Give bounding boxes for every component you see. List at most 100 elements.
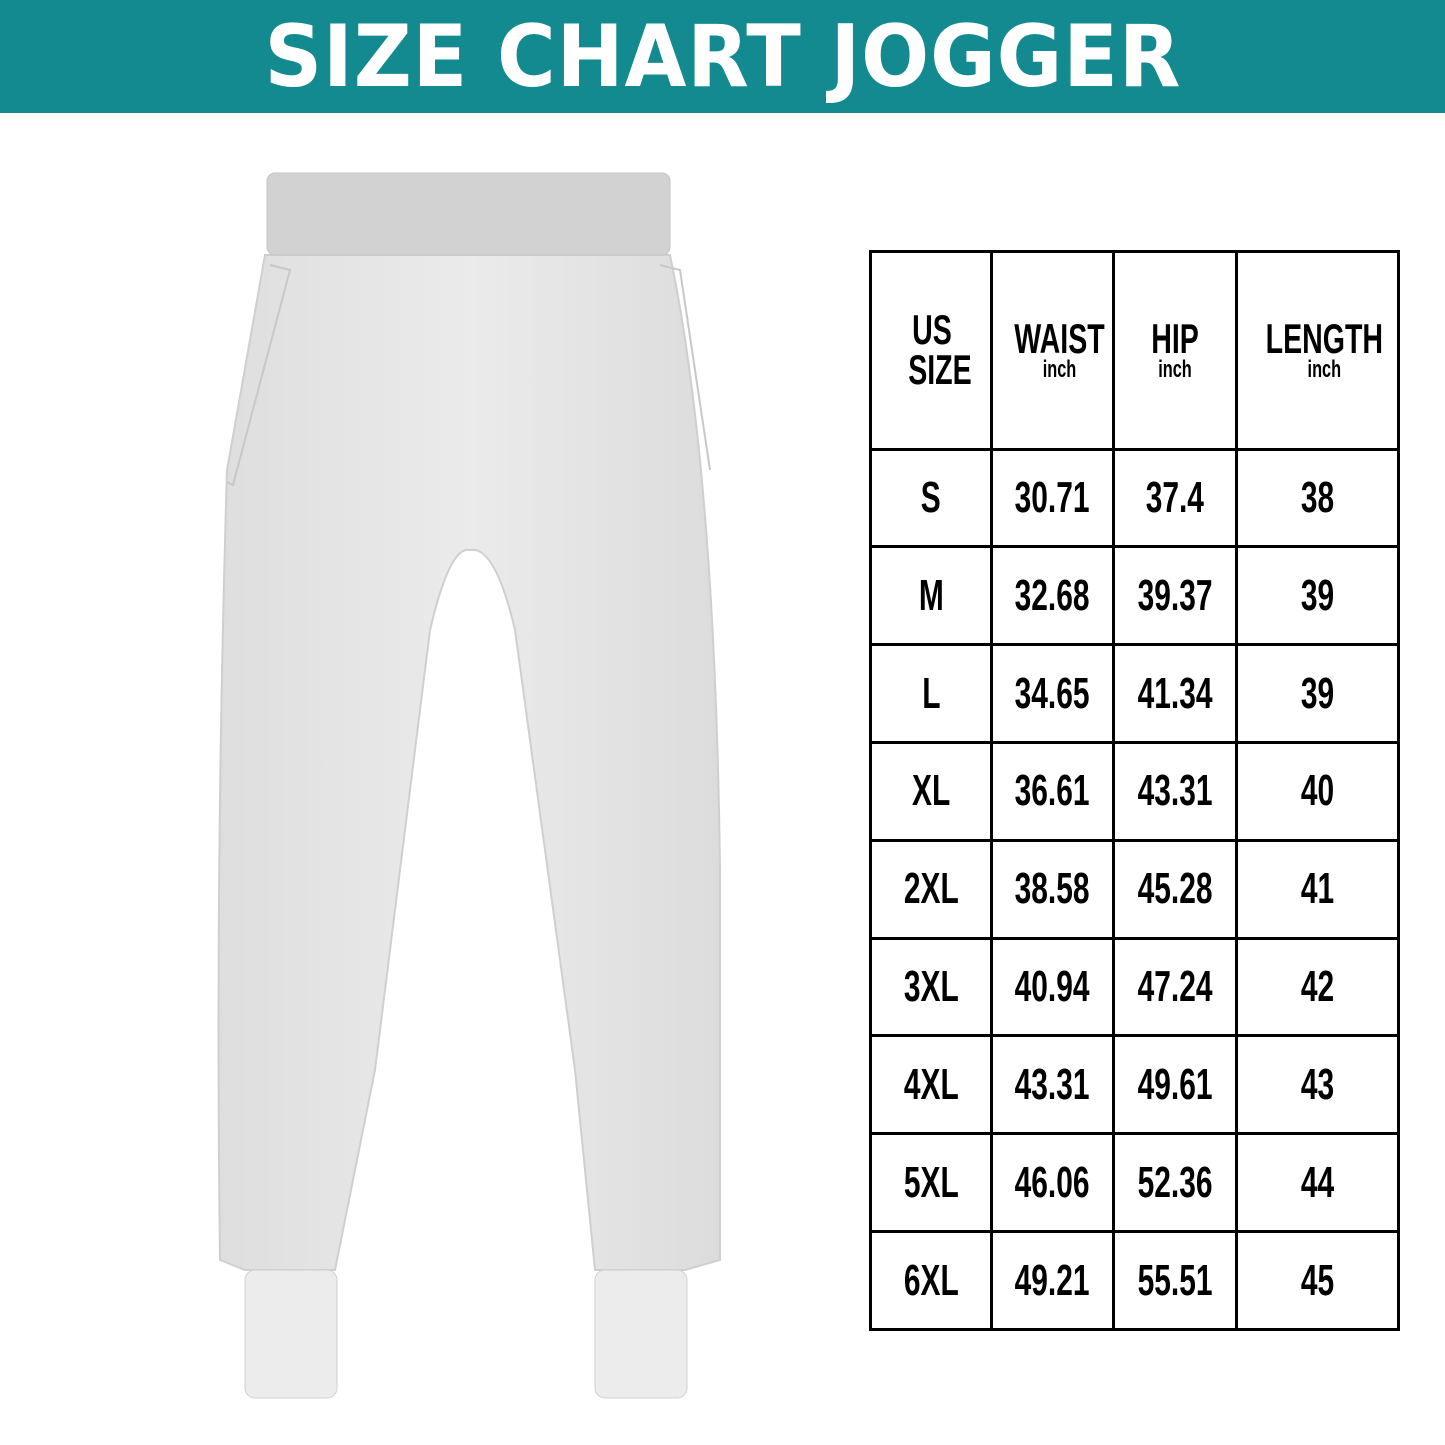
pants-body <box>217 254 721 1271</box>
cell-value: 3XL <box>903 962 959 1012</box>
cell-hip: 37.4 <box>1112 447 1238 549</box>
title-banner: SIZE CHART JOGGER <box>0 0 1445 113</box>
header-label: WAIST <box>1014 314 1105 362</box>
cell-size: M <box>869 545 993 647</box>
cell-value: 5XL <box>903 1157 959 1207</box>
right-pocket <box>659 264 711 471</box>
header-length: LENGTH inch <box>1235 250 1400 451</box>
cell-value: 47.24 <box>1137 962 1213 1012</box>
right-cuff <box>594 1269 688 1399</box>
cell-length: 45 <box>1235 1230 1400 1331</box>
cell-value: 40.94 <box>1015 962 1090 1012</box>
cell-waist: 43.31 <box>990 1034 1115 1136</box>
header-waist: WAIST inch <box>990 250 1115 451</box>
table-row: 3XL 40.94 47.24 42 <box>869 936 1400 1038</box>
cell-hip: 49.61 <box>1112 1034 1238 1136</box>
cell-value: L <box>921 668 941 718</box>
table-header-row: US SIZE WAIST inch HIP inch LENGTH inch <box>869 250 1400 451</box>
header-label: LENGTH <box>1265 314 1384 362</box>
cell-length: 43 <box>1235 1034 1400 1136</box>
cell-length: 44 <box>1235 1132 1400 1234</box>
cell-value: 32.68 <box>1015 570 1090 620</box>
cell-size: 5XL <box>869 1132 993 1234</box>
cell-value: 41.34 <box>1137 668 1213 718</box>
table-row: XL 36.61 43.31 40 <box>869 740 1400 842</box>
cell-value: 45 <box>1300 1255 1335 1305</box>
cell-value: 46.06 <box>1015 1157 1090 1207</box>
cell-length: 39 <box>1235 643 1400 744</box>
cell-value: 39.37 <box>1137 570 1213 620</box>
table-row: 5XL 46.06 52.36 44 <box>869 1132 1400 1234</box>
cell-value: S <box>921 472 941 522</box>
cell-value: 38.58 <box>1015 864 1090 914</box>
cell-value: 38 <box>1300 472 1335 522</box>
cell-hip: 55.51 <box>1112 1230 1238 1331</box>
header-unit: inch <box>1042 355 1077 383</box>
cell-value: 49.61 <box>1137 1059 1213 1109</box>
header-label: HIP <box>1151 314 1199 362</box>
cell-value: 49.21 <box>1015 1255 1090 1305</box>
table-row: 2XL 38.58 45.28 41 <box>869 838 1400 940</box>
header-unit: inch <box>1307 355 1342 383</box>
cell-waist: 38.58 <box>990 838 1115 940</box>
cell-length: 39 <box>1235 545 1400 647</box>
cell-value: 43.31 <box>1015 1059 1090 1109</box>
waistband <box>266 172 671 256</box>
cell-value: XL <box>911 766 951 816</box>
cell-size: XL <box>869 740 993 842</box>
cell-length: 38 <box>1235 447 1400 549</box>
cell-size: L <box>869 643 993 744</box>
cell-waist: 36.61 <box>990 740 1115 842</box>
cell-value: 52.36 <box>1137 1157 1213 1207</box>
cell-value: 36.61 <box>1015 766 1090 816</box>
cell-value: 43 <box>1300 1059 1335 1109</box>
jogger-pants-image <box>217 172 721 1399</box>
cell-value: 2XL <box>903 864 959 914</box>
cell-value: M <box>918 570 944 620</box>
cell-value: 39 <box>1300 570 1335 620</box>
cell-waist: 34.65 <box>990 643 1115 744</box>
cell-value: 34.65 <box>1015 668 1090 718</box>
cell-hip: 39.37 <box>1112 545 1238 647</box>
table-row: 6XL 49.21 55.51 45 <box>869 1230 1400 1331</box>
cell-value: 41 <box>1300 864 1335 914</box>
size-table: US SIZE WAIST inch HIP inch LENGTH inch S 30… <box>869 250 1400 1331</box>
left-cuff <box>244 1269 338 1399</box>
table-row: M 32.68 39.37 39 <box>869 545 1400 647</box>
cell-hip: 43.31 <box>1112 740 1238 842</box>
cell-value: 55.51 <box>1137 1255 1213 1305</box>
cell-value: 43.31 <box>1137 766 1213 816</box>
cell-value: 6XL <box>903 1255 959 1305</box>
table-row: S 30.71 37.4 38 <box>869 447 1400 549</box>
cell-value: 44 <box>1300 1157 1335 1207</box>
cell-length: 40 <box>1235 740 1400 842</box>
page-title: SIZE CHART JOGGER <box>264 6 1181 107</box>
cell-size: S <box>869 447 993 549</box>
cell-size: 6XL <box>869 1230 993 1331</box>
cell-size: 4XL <box>869 1034 993 1136</box>
cell-size: 2XL <box>869 838 993 940</box>
cell-waist: 32.68 <box>990 545 1115 647</box>
header-label: US SIZE <box>908 306 972 394</box>
cell-value: 40 <box>1300 766 1335 816</box>
table-row: L 34.65 41.34 39 <box>869 643 1400 744</box>
cell-waist: 49.21 <box>990 1230 1115 1331</box>
header-hip: HIP inch <box>1112 250 1238 451</box>
cell-value: 45.28 <box>1137 864 1213 914</box>
left-pocket <box>226 264 292 487</box>
cell-hip: 41.34 <box>1112 643 1238 744</box>
cell-waist: 46.06 <box>990 1132 1115 1234</box>
cell-value: 4XL <box>903 1059 959 1109</box>
table-row: 4XL 43.31 49.61 43 <box>869 1034 1400 1136</box>
cell-waist: 40.94 <box>990 936 1115 1038</box>
cell-size: 3XL <box>869 936 993 1038</box>
cell-waist: 30.71 <box>990 447 1115 549</box>
header-unit: inch <box>1158 355 1192 383</box>
cell-value: 42 <box>1300 962 1335 1012</box>
cell-length: 41 <box>1235 838 1400 940</box>
cell-value: 30.71 <box>1015 472 1090 522</box>
cell-hip: 52.36 <box>1112 1132 1238 1234</box>
cell-value: 39 <box>1300 668 1335 718</box>
cell-hip: 47.24 <box>1112 936 1238 1038</box>
cell-value: 37.4 <box>1145 472 1205 522</box>
